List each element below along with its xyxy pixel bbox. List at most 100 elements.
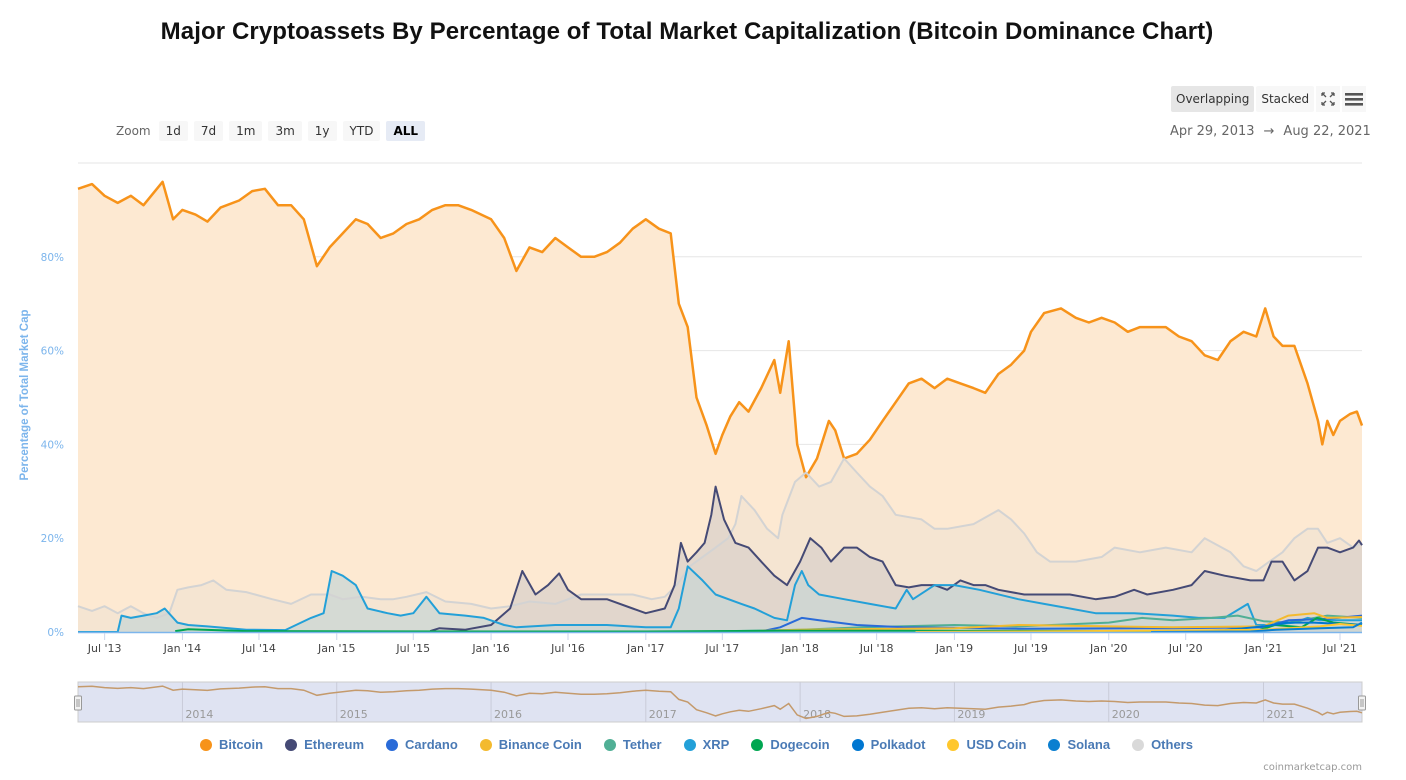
others-line [77,457,1363,619]
legend-item-bitcoin[interactable]: Bitcoin [200,737,263,752]
legend-marker-icon [479,738,492,751]
navigator-year-label: 2019 [957,708,985,721]
legend-label: Binance Coin [498,737,582,752]
date-range-to[interactable]: Aug 22, 2021 [1283,124,1371,139]
zoom-label: Zoom [116,124,151,138]
legend-item-others[interactable]: Others [1132,737,1193,752]
legend-marker-icon [683,738,696,751]
chart-mode-toolbar: Overlapping Stacked [1171,86,1367,112]
chart-title: Major Cryptoassets By Percentage of Tota… [160,18,1214,45]
legend-marker-icon [947,738,960,751]
navigator-year-label: 2017 [649,708,677,721]
menu-icon [1345,93,1364,106]
legend-marker-icon [1132,738,1145,751]
x-tick-label: Jul '19 [1013,642,1048,655]
x-tick-label: Jan '19 [935,642,973,655]
zoom-7d-button[interactable]: 7d [193,121,224,141]
navigator-left-handle[interactable] [74,695,82,711]
bitcoin-line [77,180,1364,479]
x-tick-label: Jan '17 [626,642,664,655]
y-tick-label: 40% [41,439,64,451]
x-tick-label: Jul '20 [1168,642,1203,655]
menu-button[interactable] [1342,86,1367,112]
date-range-arrow: → [1263,124,1275,139]
zoom-3m-button[interactable]: 3m [268,121,302,141]
zoom-1y-button[interactable]: 1y [307,121,337,141]
y-axis: 0% 20% 40% 60% 80% [41,252,64,639]
navigator-year-label: 2020 [1112,708,1140,721]
legend-label: Solana [1067,737,1111,752]
legend-item-usd-coin[interactable]: USD Coin [947,737,1026,752]
fullscreen-button[interactable] [1316,86,1341,112]
legend-item-solana[interactable]: Solana [1048,737,1110,752]
navigator: 2014 2015 2016 2017 2018 2019 2020 2021 [74,681,1366,723]
navigator-year-label: 2016 [494,708,522,721]
xrp-line [78,565,1362,633]
navigator-year-label: 2018 [803,708,831,721]
y-tick-label: 20% [41,533,64,545]
credit-link[interactable]: coinmarketcap.com [1263,762,1362,773]
legend-marker-icon [1048,738,1061,751]
solana-line [1150,621,1363,633]
y-tick-label: 80% [41,252,64,264]
date-range-from[interactable]: Apr 29, 2013 [1170,124,1255,139]
legend-label: Ethereum [304,737,365,752]
legend-marker-icon [851,738,864,751]
legend-item-polkadot[interactable]: Polkadot [851,737,926,752]
x-tick-label: Jul '15 [395,642,430,655]
navigator-year-label: 2021 [1266,708,1294,721]
zoom-range-selector: Zoom 1d 7d 1m 3m 1y YTD ALL [116,121,426,141]
legend-label: Polkadot [870,737,926,752]
bitcoin-area [78,181,1362,633]
x-axis: Jul '13 Jan '14 Jul '14 Jan '15 Jul '15 Jan '… [87,633,1357,655]
ethereum-area [430,486,1362,632]
navigator-year-label: 2015 [340,708,368,721]
legend-marker-icon [603,738,616,751]
legend-item-dogecoin[interactable]: Dogecoin [751,737,830,752]
zoom-1d-button[interactable]: 1d [158,121,188,141]
date-range-display: Apr 29, 2013 → Aug 22, 2021 [1170,124,1371,139]
zoom-1m-button[interactable]: 1m [229,121,263,141]
x-tick-label: Jan '18 [780,642,818,655]
legend-marker-icon [200,738,212,751]
y-tick-label: 0% [47,627,64,639]
ethereum-line [429,485,1363,633]
legend-item-tether[interactable]: Tether [603,737,662,752]
overlapping-button[interactable]: Overlapping [1171,86,1255,112]
stacked-button[interactable]: Stacked [1256,86,1315,112]
x-tick-label: Jan '20 [1089,642,1127,655]
legend-label: Tether [622,737,662,752]
navigator-bitcoin-line [77,685,1363,720]
x-tick-label: Jan '15 [317,642,355,655]
y-axis-title: Percentage of Total Market Cap [19,309,31,480]
x-tick-label: Jul '17 [704,642,739,655]
legend-label: Bitcoin [219,737,264,752]
x-tick-label: Jul '13 [87,642,122,655]
series-areas [78,181,1362,633]
x-tick-label: Jan '16 [471,642,509,655]
x-tick-label: Jul '14 [241,642,276,655]
zoom-ytd-button[interactable]: YTD [342,121,381,141]
legend-label: XRP [702,737,730,752]
navigator-right-handle[interactable] [1358,695,1366,711]
legend-item-ethereum[interactable]: Ethereum [285,737,364,752]
legend-item-cardano[interactable]: Cardano [386,737,458,752]
legend-marker-icon [386,738,399,751]
binance-coin-line [728,612,1363,633]
legend-label: USD Coin [966,737,1027,752]
legend-item-xrp[interactable]: XRP [683,737,730,752]
x-tick-label: Jan '14 [163,642,201,655]
y-tick-label: 60% [41,346,64,358]
zoom-all-button[interactable]: ALL [386,121,426,141]
legend: Bitcoin Ethereum Cardano Binance Coin Tether… [200,737,1215,752]
x-tick-label: Jan '21 [1244,642,1282,655]
x-tick-label: Jul '21 [1322,642,1357,655]
fullscreen-icon [1321,92,1335,106]
legend-item-binance-coin[interactable]: Binance Coin [479,737,582,752]
legend-marker-icon [751,738,764,751]
navigator-year-label: 2014 [185,708,213,721]
x-tick-label: Jul '18 [859,642,894,655]
series-lines [77,180,1364,634]
x-tick-label: Jul '16 [550,642,585,655]
